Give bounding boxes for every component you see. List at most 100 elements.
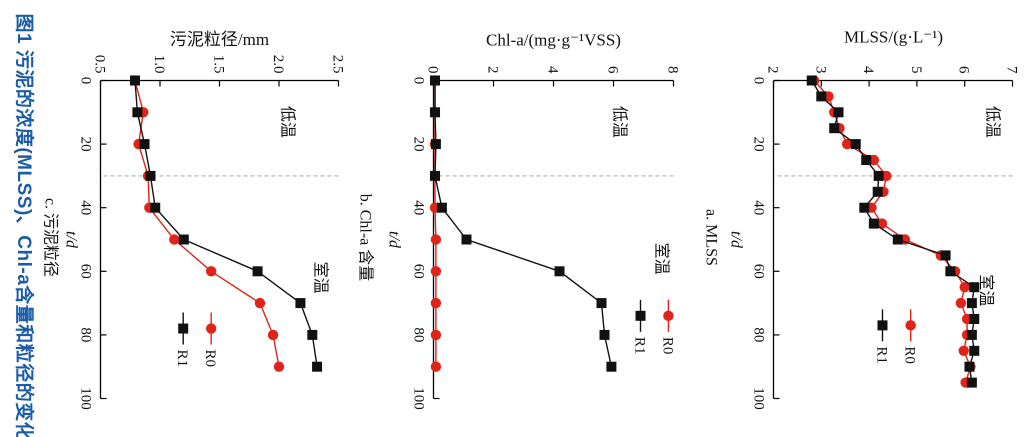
data-point-R1 [294, 297, 305, 308]
series-line-R0 [433, 80, 437, 367]
data-point-R1 [940, 249, 951, 260]
data-point-R1 [966, 297, 977, 308]
data-point-R1 [252, 265, 263, 276]
data-point-R1 [944, 265, 955, 276]
y-tick-label: 1.5 [210, 54, 226, 73]
x-tick-label: 20 [750, 136, 766, 151]
x-tick-label: 60 [410, 263, 426, 278]
figure-caption: 图1 污泥的浓度(MLSS)、Chl-a含量和粒径的变化 [12, 13, 34, 437]
data-point-R1 [430, 138, 441, 149]
data-point-R1 [815, 90, 826, 101]
y-tick-label: 8 [664, 66, 680, 74]
data-point-R0 [430, 297, 441, 308]
data-point-R0 [961, 313, 972, 324]
region-label: 低温 [610, 105, 628, 137]
data-point-R0 [430, 265, 441, 276]
y-axis-title-chla: Chl-a/(mg·g⁻¹VSS) [485, 30, 621, 49]
x-tick-label: 0 [77, 76, 93, 84]
data-point-R1 [149, 202, 160, 213]
y-axis-title-particle-size: 污泥粒径/mm [169, 29, 269, 49]
data-point-R0 [430, 233, 441, 245]
legend-label-R0: R0 [202, 349, 218, 367]
x-tick-label: 40 [410, 200, 426, 215]
legend-label-R0: R0 [901, 346, 917, 364]
y-axis-title-mlss: MLSS/(g·L⁻¹) [843, 27, 943, 46]
legend-label-R0: R0 [659, 336, 675, 354]
x-axis-title-a: t/d [727, 230, 744, 248]
data-point-R1 [596, 297, 606, 308]
data-point-R0 [876, 217, 887, 229]
legend-label-R1: R1 [631, 336, 647, 354]
y-tick-label: 2.5 [329, 54, 345, 73]
region-label: 低温 [983, 105, 1001, 137]
data-point-R1 [311, 361, 322, 372]
data-point-R1 [429, 75, 440, 85]
data-point-R1 [892, 234, 903, 244]
y-tick-label: 5 [907, 66, 923, 74]
data-point-R1 [968, 345, 979, 356]
y-tick-label: 4 [544, 66, 560, 74]
legend-label-R1: R1 [873, 346, 889, 364]
data-point-R1 [858, 202, 869, 213]
data-point-R1 [963, 361, 974, 372]
x-tick-label: 20 [77, 136, 93, 151]
y-tick-label: 6 [955, 66, 971, 74]
data-point-R1 [828, 122, 839, 133]
legend-marker-R0 [904, 319, 916, 331]
series-line-R1 [433, 80, 612, 367]
region-label: 低温 [278, 105, 296, 137]
legend-marker-R1 [876, 319, 887, 330]
x-tick-label: 0 [410, 76, 426, 84]
panel-caption-c: c. 污泥粒径 [41, 197, 58, 277]
series-line-R0 [133, 79, 280, 367]
x-tick-label: 80 [77, 327, 93, 342]
data-point-R1 [806, 75, 817, 85]
data-point-R0 [267, 329, 278, 340]
data-point-R1 [966, 377, 977, 388]
data-point-R1 [968, 313, 979, 324]
data-point-R1 [968, 281, 979, 292]
data-point-R1 [436, 202, 447, 213]
legend-marker-R1 [177, 323, 188, 334]
x-tick-label: 100 [77, 387, 93, 410]
x-tick-label: 0 [750, 76, 766, 84]
x-tick-label: 60 [77, 263, 93, 278]
y-tick-label: 2 [484, 66, 500, 74]
x-tick-label: 80 [410, 327, 426, 342]
data-point-R0 [880, 170, 892, 181]
x-tick-label: 20 [410, 136, 426, 151]
data-point-R1 [144, 170, 155, 181]
data-point-R1 [850, 138, 861, 149]
y-tick-label: 3 [812, 66, 828, 74]
y-tick-label: 0.5 [91, 54, 107, 73]
data-point-R1 [860, 154, 871, 165]
y-tick-label: 4 [860, 66, 876, 74]
data-point-R1 [129, 75, 140, 85]
y-tick-label: 2.0 [270, 54, 286, 73]
data-point-R0 [959, 281, 970, 292]
data-point-R1 [554, 265, 564, 276]
x-tick-label: 80 [750, 327, 766, 342]
data-point-R0 [868, 154, 879, 165]
data-point-R1 [872, 186, 883, 197]
region-label: 室温 [977, 274, 995, 306]
y-tick-label: 6 [604, 66, 620, 74]
x-tick-label: 40 [77, 200, 93, 215]
data-point-R0 [205, 265, 216, 276]
legend-marker-R0 [662, 310, 674, 321]
data-point-R1 [873, 170, 884, 181]
data-point-R0 [958, 345, 969, 356]
x-tick-label: 40 [750, 200, 766, 215]
data-point-R1 [461, 234, 471, 244]
x-tick-label: 60 [750, 263, 766, 278]
region-label: 室温 [652, 242, 670, 274]
x-tick-label: 100 [750, 387, 766, 410]
y-tick-label: 2 [764, 66, 780, 74]
data-point-R1 [429, 106, 440, 117]
data-point-R1 [605, 361, 616, 372]
legend-marker-R1 [635, 310, 645, 321]
